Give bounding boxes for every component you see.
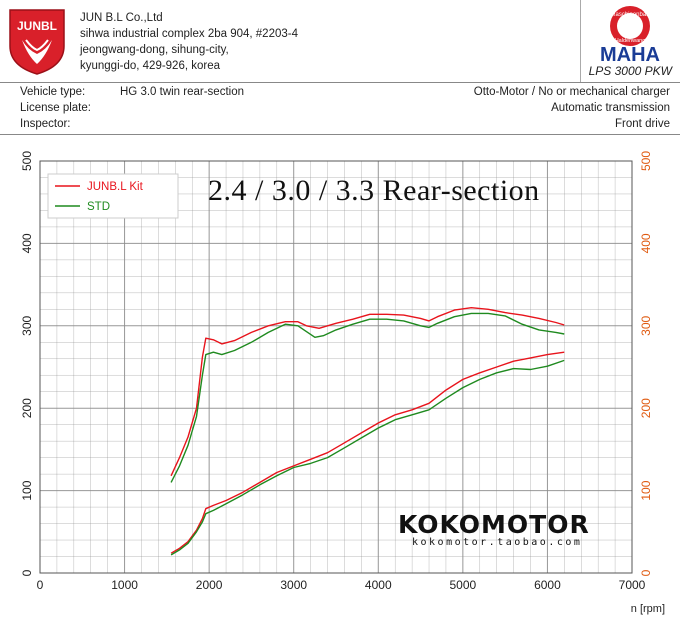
- x-tick-label: 4000: [365, 578, 392, 592]
- x-tick-label: 3000: [280, 578, 307, 592]
- report-header: JUNBL JUN B.L Co.,Ltd sihwa industrial c…: [0, 0, 680, 82]
- legend-label: JUNB.L Kit: [87, 181, 144, 193]
- y-tick-label: 200: [20, 398, 34, 418]
- legend-box: [47, 173, 179, 219]
- company-address-line: kyunggi-do, 429-926, korea: [80, 60, 221, 72]
- overlay-title: 2.4 / 3.0 / 3.3 Rear-section: [208, 174, 540, 207]
- series-line-3: [170, 359, 565, 556]
- transmission-type: Automatic transmission: [551, 102, 670, 114]
- left-axis-ticks: 0 100 200 300 400 500: [20, 151, 34, 577]
- x-tick-label: 1000: [111, 578, 138, 592]
- company-name: JUN B.L Co.,Ltd: [80, 12, 163, 24]
- divider: [0, 82, 680, 83]
- vehicle-type-value: HG 3.0 twin rear-section: [120, 86, 244, 98]
- company-address: JUN B.L Co.,Ltd sihwa industrial complex…: [80, 10, 298, 74]
- chart-series: [170, 307, 565, 556]
- chart-grid: [39, 160, 633, 574]
- y2-tick-label: 500: [639, 151, 653, 171]
- watermark: KOKOMOTOR kokomotor.taobao.com: [398, 510, 620, 548]
- y2-tick-label: 300: [639, 315, 653, 335]
- maha-arc-top: Maschinenbau: [610, 12, 649, 18]
- watermark-url: kokomotor.taobao.com: [412, 537, 583, 548]
- company-address-line: jeongwang-dong, sihung-city,: [80, 44, 229, 56]
- dyno-chart: 0 100 200 300 400 500 0 100 200 300 400 500 0 1000 2…: [20, 151, 665, 615]
- series-line-1: [170, 312, 565, 483]
- vehicle-info: Vehicle type: HG 3.0 twin rear-section L…: [0, 84, 680, 132]
- logo-text: JUNBL: [17, 19, 57, 33]
- maha-brand: MAHA: [600, 44, 660, 66]
- divider: [0, 134, 680, 135]
- engine-type: Otto-Motor / No or mechanical charger: [473, 86, 670, 98]
- y-tick-label: 500: [20, 151, 34, 171]
- chart-legend: JUNB.L Kit STD: [47, 173, 179, 219]
- header-separator: [580, 0, 581, 82]
- plot-frame: [39, 160, 633, 574]
- vehicle-type-label: Vehicle type:: [20, 86, 86, 98]
- y-tick-label: 100: [20, 480, 34, 500]
- drive-type: Front drive: [615, 118, 670, 130]
- x-axis-ticks: 0 1000 2000 3000 4000 5000 6000 7000: [37, 578, 646, 592]
- license-plate-label: License plate:: [20, 102, 91, 114]
- series-line-0: [170, 307, 565, 477]
- y2-tick-label: 400: [639, 233, 653, 253]
- y2-tick-label: 200: [639, 398, 653, 418]
- inspector-label: Inspector:: [20, 118, 71, 130]
- right-axis-ticks: 0 100 200 300 400 500: [639, 151, 653, 577]
- watermark-brand: KOKOMOTOR: [398, 510, 590, 539]
- x-axis-label: n [rpm]: [631, 603, 665, 615]
- x-tick-label: 7000: [619, 578, 646, 592]
- x-tick-label: 6000: [534, 578, 561, 592]
- y-tick-label: 400: [20, 233, 34, 253]
- company-address-line: sihwa industrial complex 2ba 904, #2203-…: [80, 28, 298, 40]
- dyno-model: LPS 3000 PKW: [588, 64, 672, 78]
- x-tick-label: 2000: [196, 578, 223, 592]
- maha-logo: Maschinenbau Haldenwang MAHA: [600, 6, 660, 66]
- maha-arc-bottom: Haldenwang: [615, 38, 646, 44]
- x-tick-label: 0: [37, 578, 44, 592]
- y2-tick-label: 100: [639, 480, 653, 500]
- series-line-2: [170, 351, 565, 554]
- x-tick-label: 5000: [450, 578, 477, 592]
- y2-tick-label: 0: [639, 569, 653, 576]
- junbl-logo: JUNBL: [9, 9, 65, 75]
- y-tick-label: 300: [20, 315, 34, 335]
- legend-label: STD: [87, 201, 110, 213]
- y-tick-label: 0: [20, 569, 34, 576]
